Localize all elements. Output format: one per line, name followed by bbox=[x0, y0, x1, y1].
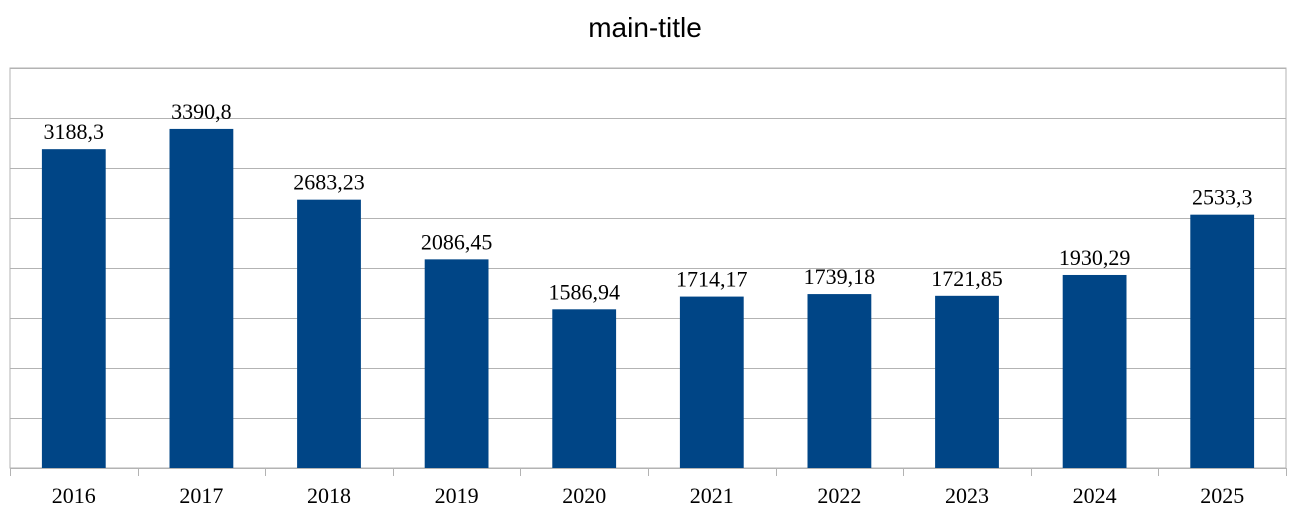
data-label-2023: 1721,85 bbox=[931, 266, 1003, 291]
bar-2024 bbox=[1062, 274, 1127, 468]
bar-2020 bbox=[552, 309, 617, 468]
data-label-2022: 1739,18 bbox=[804, 264, 876, 289]
data-label-2020: 1586,94 bbox=[548, 279, 620, 304]
x-tick-label-2016: 2016 bbox=[52, 483, 96, 508]
x-tick-label-2025: 2025 bbox=[1200, 483, 1244, 508]
x-tick-label-2018: 2018 bbox=[307, 483, 351, 508]
chart-title: main-title bbox=[588, 12, 702, 43]
bar-2019 bbox=[424, 259, 489, 468]
x-tick-label-2022: 2022 bbox=[817, 483, 861, 508]
data-labels: 3188,3 3390,8 2683,23 2086,45 1586,94 1714,17… bbox=[44, 99, 1253, 304]
x-axis: 2016 2017 2018 2019 2020 2021 2022 2023 2024 2025 bbox=[10, 468, 1287, 508]
bar-2016 bbox=[41, 149, 106, 469]
bar-2021 bbox=[679, 296, 744, 468]
bar-2017 bbox=[169, 128, 234, 469]
data-label-2018: 2683,23 bbox=[293, 170, 365, 195]
data-label-2016: 3188,3 bbox=[44, 119, 105, 144]
bar-2025 bbox=[1190, 214, 1255, 468]
x-tick-label-2023: 2023 bbox=[945, 483, 989, 508]
bar-2018 bbox=[297, 199, 361, 468]
x-tick-label-2020: 2020 bbox=[562, 483, 606, 508]
data-label-2025: 2533,3 bbox=[1192, 185, 1253, 210]
bar-2023 bbox=[935, 295, 999, 468]
bars bbox=[41, 128, 1255, 469]
bar-2022 bbox=[807, 294, 872, 468]
data-label-2019: 2086,45 bbox=[421, 229, 493, 254]
data-label-2024: 1930,29 bbox=[1059, 245, 1131, 270]
data-label-2017: 3390,8 bbox=[171, 99, 232, 124]
x-tick-label-2021: 2021 bbox=[690, 483, 734, 508]
data-label-2021: 1714,17 bbox=[676, 267, 748, 292]
x-tick-label-2024: 2024 bbox=[1073, 483, 1117, 508]
x-tick-label-2019: 2019 bbox=[435, 483, 479, 508]
x-tick-label-2017: 2017 bbox=[179, 483, 223, 508]
